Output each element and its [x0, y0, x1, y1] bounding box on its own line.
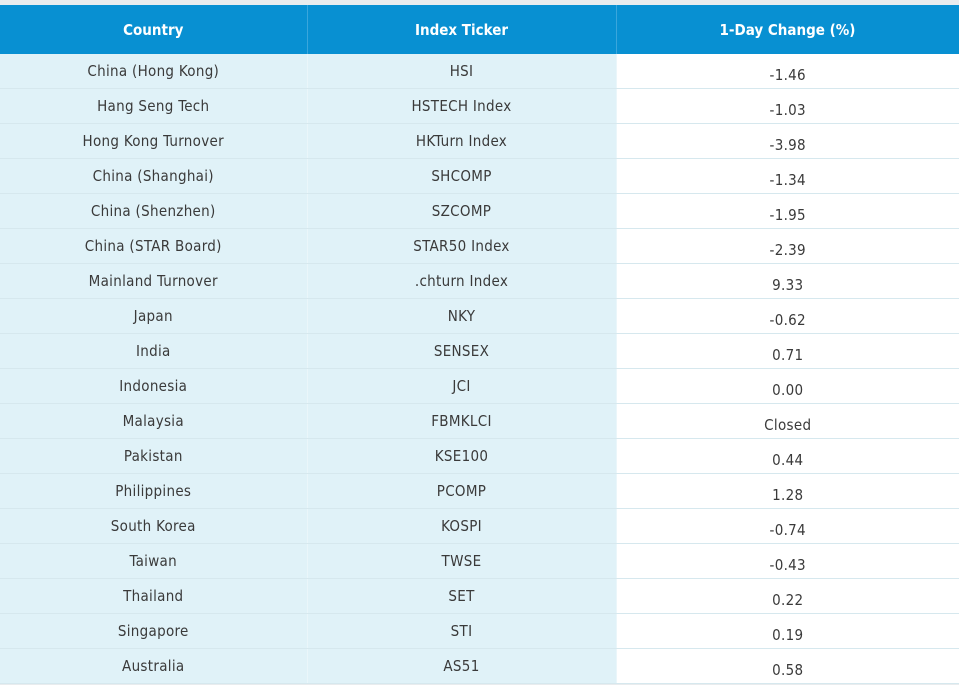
header-1-day-change: 1-Day Change (%)	[616, 5, 959, 54]
change-cell: -1.03	[616, 88, 959, 124]
table-row: Pakistan KSE100 0.44	[0, 438, 959, 474]
ticker-cell: KOSPI	[307, 508, 617, 544]
country-cell: Australia	[0, 648, 308, 684]
ticker-cell: KSE100	[307, 438, 617, 474]
table-row: Malaysia FBMKLCI Closed	[0, 403, 959, 439]
country-cell: Thailand	[0, 578, 308, 614]
table-row: Taiwan TWSE -0.43	[0, 543, 959, 579]
change-cell: -1.46	[616, 54, 959, 89]
ticker-cell: HSTECH Index	[307, 88, 617, 124]
header-row: Country Index Ticker 1-Day Change (%)	[0, 5, 959, 54]
change-cell: -0.74	[616, 508, 959, 544]
ticker-cell: PCOMP	[307, 473, 617, 509]
ticker-cell: SET	[307, 578, 617, 614]
table-row: Indonesia JCI 0.00	[0, 368, 959, 404]
country-cell: South Korea	[0, 508, 308, 544]
change-cell: 0.19	[616, 613, 959, 649]
ticker-cell: AS51	[307, 648, 617, 684]
table-row: Mainland Turnover .chturn Index 9.33	[0, 263, 959, 299]
table-row: Japan NKY -0.62	[0, 298, 959, 334]
change-cell: 0.58	[616, 648, 959, 684]
change-cell: 1.28	[616, 473, 959, 509]
header-index-ticker: Index Ticker	[307, 5, 617, 54]
country-cell: Malaysia	[0, 403, 308, 439]
ticker-cell: .chturn Index	[307, 263, 617, 299]
market-index-table: Country Index Ticker 1-Day Change (%) Ch…	[0, 5, 959, 684]
table-row: Hong Kong Turnover HKTurn Index -3.98	[0, 123, 959, 159]
ticker-cell: TWSE	[307, 543, 617, 579]
ticker-cell: SENSEX	[307, 333, 617, 369]
table-row: China (Hong Kong) HSI -1.46	[0, 54, 959, 89]
table-row: Hang Seng Tech HSTECH Index -1.03	[0, 88, 959, 124]
ticker-cell: NKY	[307, 298, 617, 334]
change-cell: -2.39	[616, 228, 959, 264]
ticker-cell: HKTurn Index	[307, 123, 617, 159]
header-country: Country	[0, 5, 308, 54]
ticker-cell: JCI	[307, 368, 617, 404]
change-cell: -1.95	[616, 193, 959, 229]
change-cell: 9.33	[616, 263, 959, 299]
country-cell: Hang Seng Tech	[0, 88, 308, 124]
ticker-cell: STI	[307, 613, 617, 649]
country-cell: Taiwan	[0, 543, 308, 579]
table-row: China (Shanghai) SHCOMP -1.34	[0, 158, 959, 194]
table-row: Thailand SET 0.22	[0, 578, 959, 614]
change-cell: -1.34	[616, 158, 959, 194]
country-cell: China (Hong Kong)	[0, 54, 308, 89]
change-cell: 0.44	[616, 438, 959, 474]
country-cell: China (Shenzhen)	[0, 193, 308, 229]
country-cell: Mainland Turnover	[0, 263, 308, 299]
country-cell: China (STAR Board)	[0, 228, 308, 264]
market-table-container: Country Index Ticker 1-Day Change (%) Ch…	[0, 5, 959, 684]
table-row: Australia AS51 0.58	[0, 648, 959, 684]
ticker-cell: SHCOMP	[307, 158, 617, 194]
change-cell: 0.22	[616, 578, 959, 614]
change-cell: -0.43	[616, 543, 959, 579]
table-row: India SENSEX 0.71	[0, 333, 959, 369]
table-row: South Korea KOSPI -0.74	[0, 508, 959, 544]
change-cell: -3.98	[616, 123, 959, 159]
change-cell: Closed	[616, 403, 959, 439]
ticker-cell: STAR50 Index	[307, 228, 617, 264]
table-row: Philippines PCOMP 1.28	[0, 473, 959, 509]
ticker-cell: SZCOMP	[307, 193, 617, 229]
change-cell: 0.71	[616, 333, 959, 369]
change-cell: 0.00	[616, 368, 959, 404]
country-cell: Pakistan	[0, 438, 308, 474]
country-cell: Indonesia	[0, 368, 308, 404]
country-cell: Singapore	[0, 613, 308, 649]
table-row: China (STAR Board) STAR50 Index -2.39	[0, 228, 959, 264]
country-cell: Japan	[0, 298, 308, 334]
country-cell: Philippines	[0, 473, 308, 509]
country-cell: India	[0, 333, 308, 369]
ticker-cell: FBMKLCI	[307, 403, 617, 439]
table-row: Singapore STI 0.19	[0, 613, 959, 649]
change-cell: -0.62	[616, 298, 959, 334]
table-row: China (Shenzhen) SZCOMP -1.95	[0, 193, 959, 229]
country-cell: Hong Kong Turnover	[0, 123, 308, 159]
country-cell: China (Shanghai)	[0, 158, 308, 194]
ticker-cell: HSI	[307, 54, 617, 89]
